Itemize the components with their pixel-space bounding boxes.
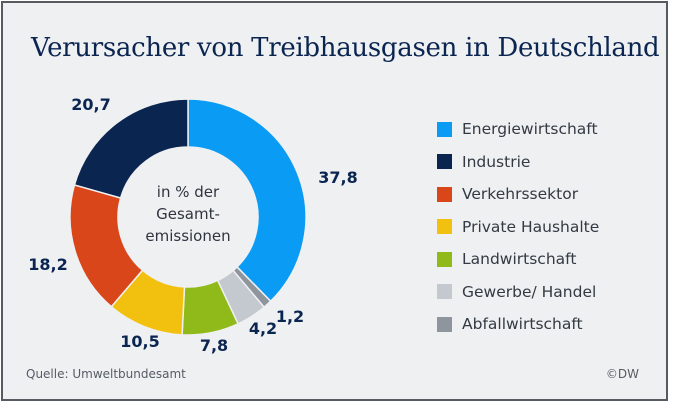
legend-swatch — [437, 251, 452, 267]
center-label-line-2: Gesamt- — [156, 205, 220, 223]
legend-item: Verkehrssektor — [437, 178, 599, 211]
chart-title: Verursacher von Treibhausgasen in Deutsc… — [31, 33, 660, 63]
legend-item: Industrie — [437, 146, 599, 179]
legend-item: Abfallwirtschaft — [437, 308, 599, 341]
donut-slice-industrie — [73, 98, 189, 199]
center-label-line-1: in % der — [157, 183, 220, 201]
value-label: 1,2 — [276, 307, 304, 326]
legend-item: Energiewirtschaft — [437, 113, 599, 146]
legend-swatch — [437, 121, 452, 137]
legend-label: Industrie — [462, 152, 531, 171]
legend-swatch — [437, 284, 452, 300]
legend-label: Abfallwirtschaft — [462, 315, 583, 334]
source-note: Quelle: Umweltbundesamt — [26, 367, 186, 381]
legend-swatch — [437, 186, 452, 202]
legend-item: Gewerbe/ Handel — [437, 276, 599, 309]
copyright: ©DW — [605, 367, 639, 381]
value-label: 18,2 — [28, 255, 67, 274]
legend-label: Energiewirtschaft — [462, 120, 598, 139]
value-label: 10,5 — [120, 332, 159, 351]
legend-swatch — [437, 154, 452, 170]
legend: Energiewirtschaft Industrie Verkehrssekt… — [437, 113, 599, 341]
value-label: 37,8 — [318, 168, 357, 187]
center-label-line-3: emissionen — [145, 227, 230, 245]
value-label: 4,2 — [249, 319, 277, 338]
legend-label: Verkehrssektor — [462, 185, 579, 204]
legend-item: Private Haushalte — [437, 211, 599, 244]
legend-swatch — [437, 219, 452, 235]
legend-label: Landwirtschaft — [462, 250, 577, 269]
donut-slice-energiewirtschaft — [187, 98, 307, 303]
value-label: 20,7 — [71, 95, 110, 114]
legend-label: Private Haushalte — [462, 217, 600, 236]
legend-item: Landwirtschaft — [437, 243, 599, 276]
value-label: 7,8 — [200, 336, 228, 355]
legend-label: Gewerbe/ Handel — [462, 282, 597, 301]
legend-swatch — [437, 316, 452, 332]
